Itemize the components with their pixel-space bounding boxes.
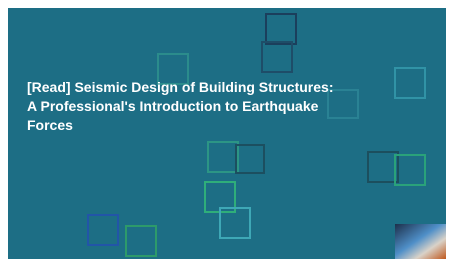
title-line: Forces <box>27 117 73 133</box>
thumbnail: [Read] Seismic Design of Building Struct… <box>0 0 453 261</box>
background <box>8 8 446 259</box>
title-line: A Professional's Introduction to Earthqu… <box>27 98 319 114</box>
title-line: [Read] Seismic Design of Building Struct… <box>27 79 334 95</box>
preview-image <box>395 224 446 259</box>
